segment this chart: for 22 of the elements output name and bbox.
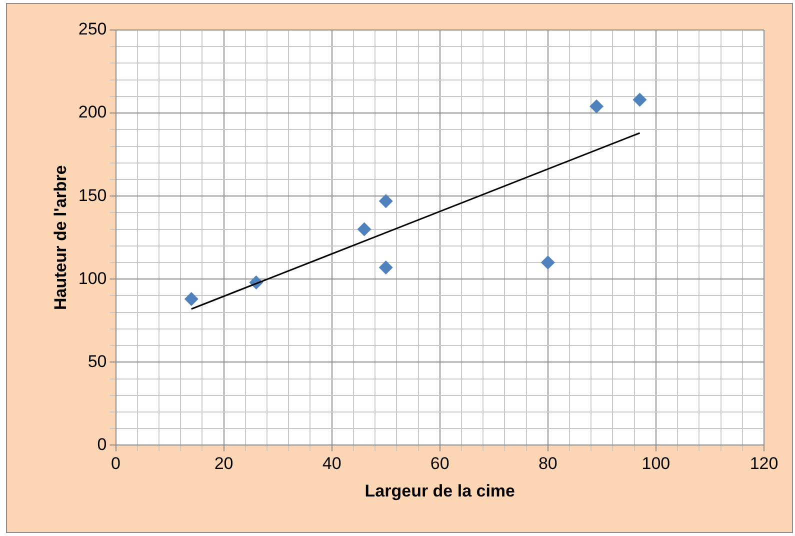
y-tick-label: 150 bbox=[78, 186, 107, 205]
x-tick-label: 60 bbox=[430, 454, 450, 474]
y-tick-label: 200 bbox=[78, 102, 107, 122]
x-tick-label: 0 bbox=[111, 454, 120, 474]
y-tick-label: 250 bbox=[78, 20, 107, 39]
x-tick-label: 20 bbox=[214, 454, 234, 474]
y-tick-label: 0 bbox=[97, 434, 107, 454]
point bbox=[357, 222, 372, 236]
point bbox=[378, 260, 393, 274]
point bbox=[378, 194, 393, 208]
point bbox=[590, 99, 604, 114]
x-axis-title: Largeur de la cime bbox=[364, 481, 515, 500]
point bbox=[184, 292, 198, 306]
point bbox=[632, 92, 647, 107]
y-tick-label: 50 bbox=[88, 352, 107, 371]
x-tick-label: 120 bbox=[750, 454, 778, 474]
y-tick-label: 100 bbox=[78, 268, 107, 288]
x-tick-label: 40 bbox=[322, 454, 342, 474]
x-tick-label: 100 bbox=[642, 454, 670, 474]
point bbox=[540, 256, 555, 270]
x-tick-label: 80 bbox=[538, 454, 558, 474]
y-axis-title: Hauteur de l'arbre bbox=[50, 165, 70, 310]
